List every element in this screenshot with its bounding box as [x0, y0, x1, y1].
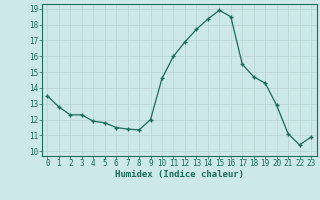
- X-axis label: Humidex (Indice chaleur): Humidex (Indice chaleur): [115, 170, 244, 179]
